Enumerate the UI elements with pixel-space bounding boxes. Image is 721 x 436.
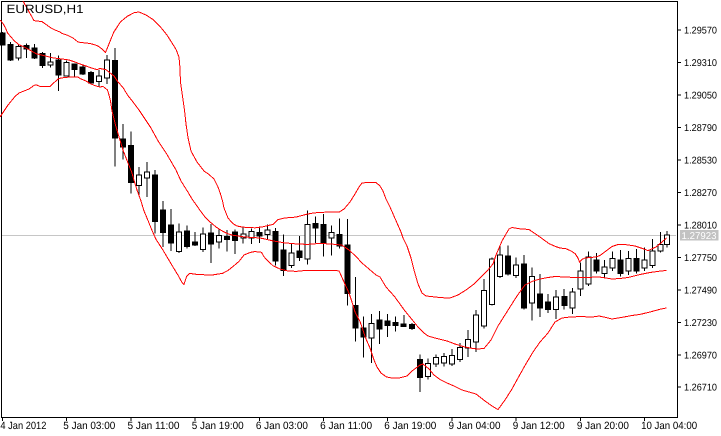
svg-text:1.26710: 1.26710 (684, 383, 718, 394)
svg-text:1.28530: 1.28530 (684, 156, 718, 167)
svg-text:1.29050: 1.29050 (684, 91, 718, 102)
svg-text:1.26970: 1.26970 (684, 350, 718, 361)
svg-text:6 Jan 03:00: 6 Jan 03:00 (256, 420, 308, 432)
svg-text:6 Jan 11:00: 6 Jan 11:00 (320, 420, 372, 432)
svg-text:5 Jan 03:00: 5 Jan 03:00 (63, 420, 115, 432)
svg-text:6 Jan 19:00: 6 Jan 19:00 (384, 420, 436, 432)
svg-text:1.29310: 1.29310 (684, 58, 718, 69)
svg-text:EURUSD,H1: EURUSD,H1 (7, 2, 84, 16)
svg-text:1.29570: 1.29570 (684, 26, 718, 37)
svg-text:5 Jan 19:00: 5 Jan 19:00 (192, 420, 244, 432)
svg-text:9 Jan 12:00: 9 Jan 12:00 (513, 420, 565, 432)
svg-text:1.28790: 1.28790 (684, 123, 718, 134)
svg-text:4 Jan 2012: 4 Jan 2012 (0, 420, 46, 432)
svg-text:1.27750: 1.27750 (684, 253, 718, 264)
svg-text:1.28010: 1.28010 (684, 220, 718, 231)
svg-text:10 Jan 04:00: 10 Jan 04:00 (641, 420, 697, 432)
svg-text:1.27923: 1.27923 (682, 231, 718, 242)
svg-text:1.27490: 1.27490 (684, 285, 718, 296)
svg-text:5 Jan 11:00: 5 Jan 11:00 (128, 420, 180, 432)
svg-text:1.27230: 1.27230 (684, 318, 718, 329)
svg-text:1.28270: 1.28270 (684, 188, 718, 199)
svg-text:9 Jan 20:00: 9 Jan 20:00 (577, 420, 629, 432)
svg-text:9 Jan 04:00: 9 Jan 04:00 (449, 420, 501, 432)
